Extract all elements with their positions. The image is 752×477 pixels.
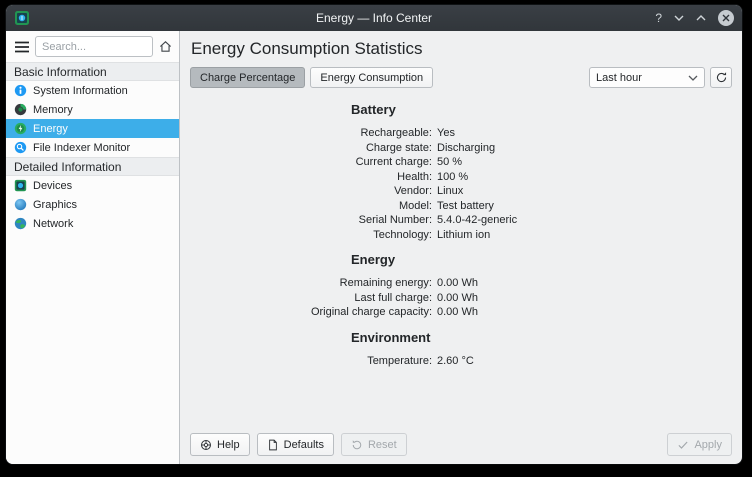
sidebar-section-basic-information: Basic Information [6,62,179,81]
energy-consumption-button[interactable]: Energy Consumption [310,67,434,88]
devices-icon [14,179,27,192]
checkmark-icon [678,441,689,449]
window-title: Energy — Info Center [315,11,433,25]
sidebar-item-label: Graphics [33,198,78,211]
titlebar: Energy — Info Center ? [6,5,742,31]
detail-row: Remaining energy: 0.00 Wh [339,277,478,289]
reset-icon [352,439,362,449]
home-icon[interactable] [158,39,173,54]
help-window-button[interactable]: ? [655,11,662,25]
sidebar-item-energy[interactable]: Energy [6,119,179,138]
charge-percentage-button[interactable]: Charge Percentage [190,67,306,88]
graphics-icon [14,198,27,211]
view-toolbar: Charge Percentage Energy Consumption Las… [190,67,732,88]
sidebar-item-label: Memory [33,103,73,116]
sidebar-item-label: System Information [33,84,128,97]
refresh-icon [716,72,726,83]
timespan-dropdown[interactable]: Last hour [589,67,705,88]
group-title-energy: Energy [351,252,396,267]
defaults-button[interactable]: Defaults [256,433,334,456]
sidebar-item-graphics[interactable]: Graphics [6,195,179,214]
file-indexer-icon [14,141,27,154]
apply-button[interactable]: Apply [667,433,732,456]
minimize-icon[interactable] [674,15,684,21]
detail-row: Model: Test battery [398,199,494,212]
sidebar-item-network[interactable]: Network [6,214,179,233]
footer-toolbar: Help Defaults Reset Apply [180,426,742,464]
sidebar-toolbar [6,31,179,62]
main-content: Energy Consumption Statistics Charge Per… [180,31,742,464]
detail-row: Technology: Lithium ion [373,228,491,241]
sidebar-item-label: File Indexer Monitor [33,141,131,154]
detail-row: Original charge capacity: 0.00 Wh [310,306,478,318]
chevron-down-icon [688,72,698,84]
page-title: Energy Consumption Statistics [191,39,423,58]
detail-row: Serial Number: 5.4.0-42-generic [358,214,518,226]
energy-icon [14,122,27,135]
detail-row: Current charge: 50 % [355,156,463,168]
network-icon [14,217,27,230]
maximize-icon[interactable] [696,15,706,21]
defaults-icon [268,439,277,450]
help-button[interactable]: Help [190,433,250,456]
detail-row: Temperature: 2.60 °C [367,354,474,367]
group-title-environment: Environment [351,329,431,345]
sidebar-item-file-indexer-monitor[interactable]: File Indexer Monitor [6,138,179,157]
help-icon [201,439,211,450]
timespan-selected-value: Last hour [596,71,642,84]
energy-details-form: Battery Rechargeable: Yes Charge state: Di… [190,102,732,368]
system-information-icon [14,84,27,97]
group-title-battery: Battery [351,102,396,117]
sidebar-section-detailed-information: Detailed Information [6,157,179,176]
detail-row: Vendor: Linux [394,185,464,197]
reset-button[interactable]: Reset [340,433,407,456]
detail-row: Health: 100 % [397,170,469,183]
detail-row: Rechargeable: Yes [360,127,455,139]
close-icon[interactable] [718,10,734,26]
window-controls: ? [655,10,734,26]
detail-row: Last full charge: 0.00 Wh [354,291,478,304]
memory-icon [14,103,27,116]
sidebar-item-memory[interactable]: Memory [6,100,179,119]
detail-row: Charge state: Discharging [365,141,496,154]
sidebar-item-label: Devices [33,179,73,192]
refresh-button[interactable] [710,67,732,88]
sidebar: Basic Information System Information Mem… [6,31,180,464]
info-center-window: Energy — Info Center ? [6,5,742,464]
hamburger-menu-icon[interactable] [14,40,30,54]
sidebar-item-label: Network [33,217,74,230]
info-center-app-icon [14,10,30,26]
sidebar-item-system-information[interactable]: System Information [6,81,179,100]
search-input[interactable] [35,36,153,57]
sidebar-item-devices[interactable]: Devices [6,176,179,195]
sidebar-item-label: Energy [33,122,68,135]
